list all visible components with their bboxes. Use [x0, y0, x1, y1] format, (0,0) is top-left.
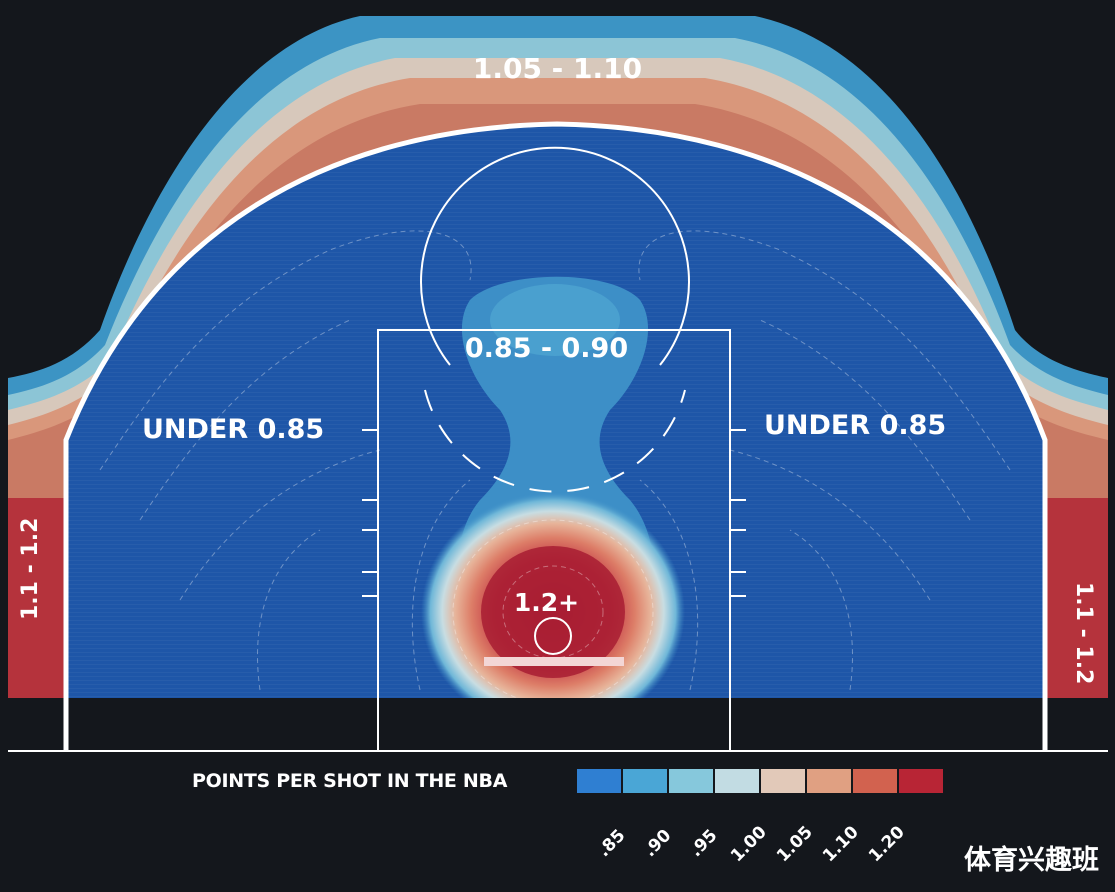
paint-blob-inner — [490, 284, 620, 356]
zone-label-above-break-three: 1.05 - 1.10 — [472, 52, 643, 85]
zone-label-left-midrange: UNDER 0.85 — [142, 414, 325, 445]
legend-swatch — [577, 769, 621, 793]
free-throw-circle-dashed — [424, 389, 686, 493]
rim — [534, 617, 572, 655]
legend-swatch — [715, 769, 759, 793]
right-corner-zone — [1046, 498, 1108, 698]
rim-core — [481, 546, 625, 678]
three-point-line — [63, 121, 1048, 750]
court-lines — [63, 121, 1048, 750]
baseline-strip — [0, 698, 1115, 752]
legend-swatch — [669, 769, 713, 793]
backboard — [484, 657, 624, 666]
legend-swatch — [899, 769, 943, 793]
legend-title: POINTS PER SHOT IN THE NBA — [192, 770, 508, 792]
free-throw-circle — [420, 146, 690, 366]
zone-label-restricted-area: 1.2+ — [513, 588, 580, 617]
legend-swatch — [623, 769, 667, 793]
legend-swatch — [761, 769, 805, 793]
zone-label-left-corner-three: 1.1 - 1.2 — [18, 517, 43, 620]
zone-label-right-midrange: UNDER 0.85 — [764, 410, 947, 441]
legend-swatch — [807, 769, 851, 793]
legend-swatch — [853, 769, 897, 793]
zone-label-right-corner-three: 1.1 - 1.2 — [1071, 582, 1096, 685]
paint-lane — [377, 329, 731, 752]
zone-label-free-throw-area: 0.85 - 0.90 — [464, 333, 629, 364]
watermark: 体育兴趣班 — [964, 845, 1099, 876]
left-corner-zone — [8, 498, 64, 698]
legend-swatches — [577, 769, 943, 793]
